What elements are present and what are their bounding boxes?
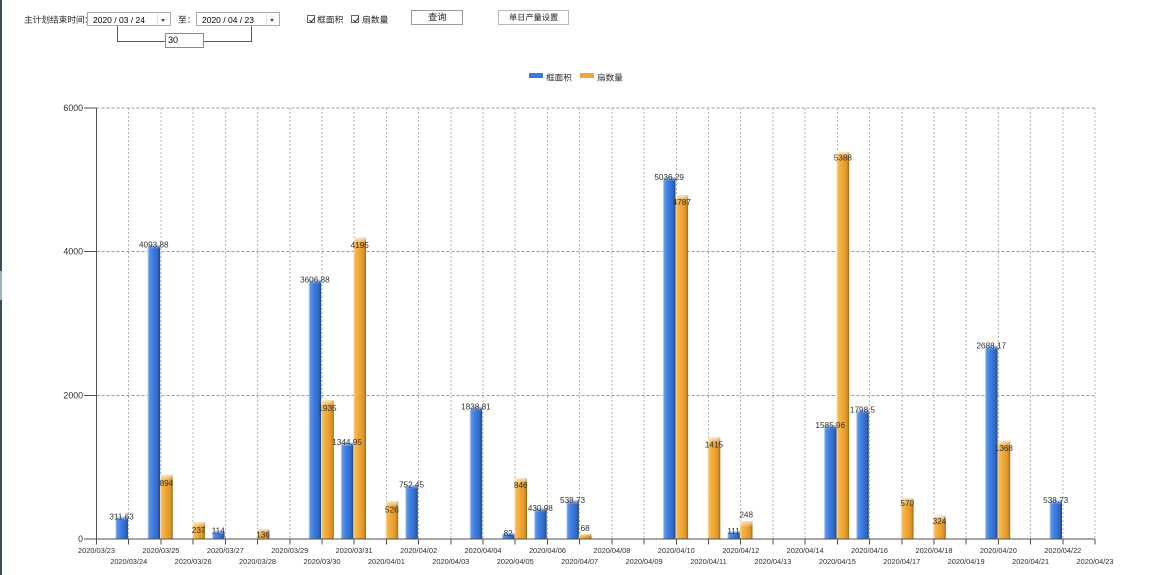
svg-text:2020/03/23: 2020/03/23 bbox=[78, 546, 115, 555]
svg-text:2020/04/19: 2020/04/19 bbox=[948, 557, 985, 566]
svg-text:2020/04/21: 2020/04/21 bbox=[1012, 557, 1049, 566]
svg-text:6000: 6000 bbox=[63, 103, 83, 113]
svg-text:4195: 4195 bbox=[351, 241, 370, 250]
svg-text:2020/04/03: 2020/04/03 bbox=[432, 557, 469, 566]
svg-text:2020/04/01: 2020/04/01 bbox=[368, 557, 405, 566]
svg-text:1344.95: 1344.95 bbox=[332, 438, 362, 447]
svg-text:2020/04/15: 2020/04/15 bbox=[819, 557, 856, 566]
svg-text:324: 324 bbox=[933, 517, 947, 526]
svg-text:2020/03/25: 2020/03/25 bbox=[142, 546, 179, 555]
svg-text:2020/03/31: 2020/03/31 bbox=[336, 546, 373, 555]
svg-text:237: 237 bbox=[192, 526, 206, 535]
svg-text:248: 248 bbox=[739, 510, 753, 519]
svg-text:2020/04/17: 2020/04/17 bbox=[883, 557, 920, 566]
svg-text:538.73: 538.73 bbox=[1043, 496, 1068, 505]
svg-text:2688.17: 2688.17 bbox=[976, 342, 1006, 351]
svg-text:2020/03/30: 2020/03/30 bbox=[303, 557, 340, 566]
svg-text:2020/03/24: 2020/03/24 bbox=[110, 557, 147, 566]
svg-text:2020/04/06: 2020/04/06 bbox=[529, 546, 566, 555]
svg-text:2020/04/07: 2020/04/07 bbox=[561, 557, 598, 566]
svg-text:111: 111 bbox=[727, 527, 740, 536]
svg-text:2020/04/10: 2020/04/10 bbox=[658, 546, 695, 555]
svg-text:2020/04/18: 2020/04/18 bbox=[915, 546, 952, 555]
svg-text:2020/03/27: 2020/03/27 bbox=[207, 546, 244, 555]
svg-text:570: 570 bbox=[900, 499, 914, 508]
svg-text:2020/04/04: 2020/04/04 bbox=[465, 546, 502, 555]
svg-text:2020/04/14: 2020/04/14 bbox=[787, 546, 824, 555]
svg-text:4000: 4000 bbox=[63, 247, 83, 257]
svg-text:2020/04/05: 2020/04/05 bbox=[497, 557, 534, 566]
svg-text:82: 82 bbox=[504, 529, 514, 538]
svg-text:114: 114 bbox=[212, 527, 225, 536]
svg-text:538.73: 538.73 bbox=[560, 496, 585, 505]
svg-text:2020/04/02: 2020/04/02 bbox=[400, 546, 437, 555]
svg-text:2020/03/26: 2020/03/26 bbox=[175, 557, 212, 566]
svg-text:2020/04/20: 2020/04/20 bbox=[980, 546, 1017, 555]
svg-text:752.45: 752.45 bbox=[399, 481, 424, 490]
svg-text:1935: 1935 bbox=[318, 404, 337, 413]
svg-text:2020/04/09: 2020/04/09 bbox=[626, 557, 663, 566]
svg-text:2020/04/13: 2020/04/13 bbox=[754, 557, 791, 566]
svg-text:1838.81: 1838.81 bbox=[461, 403, 491, 412]
svg-text:2020/04/11: 2020/04/11 bbox=[690, 557, 726, 566]
svg-text:4787: 4787 bbox=[673, 198, 692, 207]
svg-text:3606.88: 3606.88 bbox=[300, 276, 330, 285]
svg-text:4093.88: 4093.88 bbox=[139, 241, 169, 250]
svg-text:2020/03/29: 2020/03/29 bbox=[271, 546, 308, 555]
svg-text:311.63: 311.63 bbox=[109, 512, 134, 521]
svg-text:526: 526 bbox=[385, 505, 399, 514]
svg-text:0: 0 bbox=[78, 534, 83, 544]
svg-text:1798.5: 1798.5 bbox=[850, 406, 875, 415]
svg-text:1368: 1368 bbox=[995, 444, 1014, 453]
svg-text:846: 846 bbox=[514, 481, 528, 490]
svg-text:894: 894 bbox=[160, 479, 174, 488]
svg-text:430.98: 430.98 bbox=[528, 504, 553, 513]
svg-text:2020/04/08: 2020/04/08 bbox=[593, 546, 630, 555]
svg-text:2020/04/23: 2020/04/23 bbox=[1077, 557, 1114, 566]
svg-text:2020/04/22: 2020/04/22 bbox=[1044, 546, 1081, 555]
svg-text:2020/04/16: 2020/04/16 bbox=[851, 546, 888, 555]
svg-text:2020/03/28: 2020/03/28 bbox=[239, 557, 276, 566]
svg-text:2020/04/12: 2020/04/12 bbox=[722, 546, 759, 555]
svg-text:136: 136 bbox=[256, 531, 270, 540]
svg-text:1585.96: 1585.96 bbox=[815, 421, 845, 430]
svg-text:5388: 5388 bbox=[834, 154, 853, 163]
svg-text:5036.29: 5036.29 bbox=[654, 173, 684, 182]
svg-text:68: 68 bbox=[581, 524, 591, 533]
svg-text:1415: 1415 bbox=[705, 441, 724, 450]
svg-text:2000: 2000 bbox=[63, 390, 83, 400]
